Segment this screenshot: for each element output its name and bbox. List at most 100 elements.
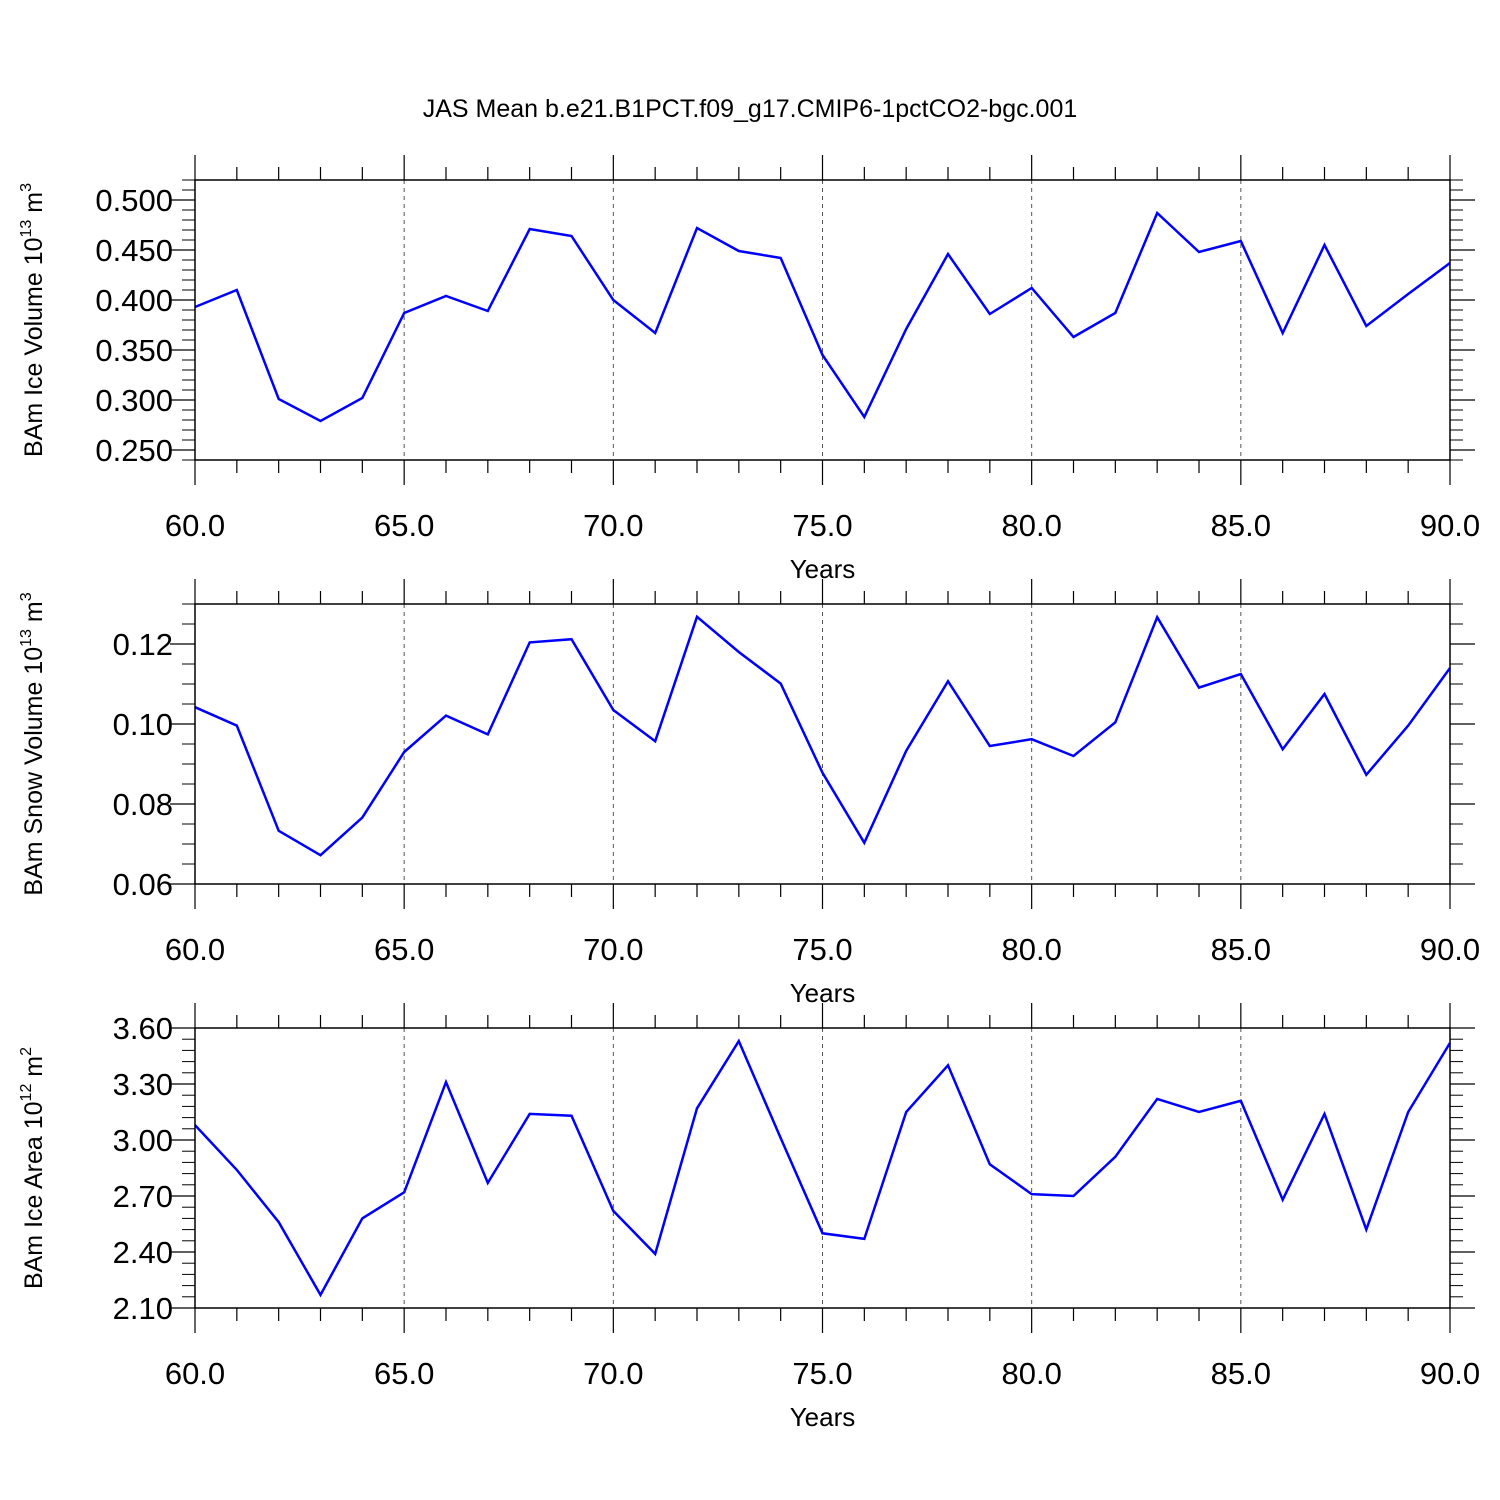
data-point [1030,738,1033,741]
data-point [696,227,699,230]
x-tick-label: 75.0 [792,508,852,543]
y-axis-label-text: BAm Snow Volume 10 [20,647,48,896]
y-axis-label-superscript: 3 [18,183,35,192]
data-point [947,253,950,256]
y-tick-label: 0.250 [95,433,173,468]
data-point [1072,1195,1075,1198]
x-tick-label: 70.0 [583,508,643,543]
data-point [988,1163,991,1166]
data-point [1407,1111,1410,1114]
data-line [194,1038,1452,1298]
data-point [1072,336,1075,339]
x-tick-label: 80.0 [1001,1356,1061,1391]
y-axis-label: BAm Ice Volume 1013 m3 [18,183,48,457]
data-point [779,1137,782,1140]
x-tick-label: 85.0 [1211,932,1271,967]
data-point [570,638,573,641]
y-axis-label-superscript: 12 [18,1084,35,1102]
x-tick-label: 90.0 [1420,1356,1480,1391]
data-point [1156,1097,1159,1100]
data-point [654,740,657,743]
data-point [1198,251,1201,254]
data-point [1156,212,1159,215]
data-point [905,749,908,752]
data-point [654,1252,657,1255]
y-tick-label: 0.08 [113,787,173,822]
data-point [319,420,322,423]
y-axis-label-text: m [20,601,48,629]
data-point [821,771,824,774]
data-point [1281,1198,1284,1201]
data-point [612,299,615,302]
data-point [528,641,531,644]
y-axis-label: BAm Snow Volume 1013 m3 [18,592,48,895]
data-point [235,724,238,727]
data-point [947,680,950,683]
plot-frame [194,179,1451,461]
data-point [612,1209,615,1212]
y-axis-label-superscript: 13 [18,220,35,238]
data-point [361,816,364,819]
y-axis-label-superscript: 3 [18,592,35,601]
x-tick-label: 70.0 [583,1356,643,1391]
data-point [737,1040,740,1043]
x-tick-label: 60.0 [165,1356,225,1391]
data-point [570,235,573,238]
y-axis-label: BAm Ice Area 1012 m2 [18,1047,48,1289]
data-point [779,682,782,685]
data-point [1281,748,1284,751]
x-tick-label: 65.0 [374,1356,434,1391]
data-point [1323,244,1326,247]
data-point [445,1081,448,1084]
data-point [445,714,448,717]
y-tick-label: 3.00 [113,1123,173,1158]
data-point [1198,686,1201,689]
y-tick-label: 2.70 [113,1179,173,1214]
y-tick-label: 3.60 [113,1011,173,1046]
data-point [235,1168,238,1171]
data-point [1198,1111,1201,1114]
data-point [863,841,866,844]
data-point [821,354,824,357]
data-point [361,397,364,400]
data-point [905,1111,908,1114]
y-tick-label: 0.500 [95,183,173,218]
data-point [988,313,991,316]
data-point [654,332,657,335]
y-tick-label: 0.12 [113,627,173,662]
data-point [612,709,615,712]
x-tick-label: 80.0 [1001,932,1061,967]
data-point [528,1112,531,1115]
data-point [277,398,280,401]
data-point [361,1217,364,1220]
data-point [235,289,238,292]
data-point [319,854,322,857]
y-tick-label: 2.40 [113,1235,173,1270]
data-point [1365,773,1368,776]
data-point [1156,616,1159,619]
x-tick-label: 85.0 [1211,508,1271,543]
plot-frame [194,1027,1451,1309]
data-point [737,250,740,253]
data-point [1281,332,1284,335]
x-tick-label: 65.0 [374,932,434,967]
data-point [863,416,866,419]
data-point [445,295,448,298]
data-point [1114,721,1117,724]
data-point [1072,755,1075,758]
x-tick-label: 85.0 [1211,1356,1271,1391]
chart-panel-1: 0.250 0.300 0.350 0.400 0.450 0.500 60.0 65.0 70… [18,155,1480,584]
data-point [403,751,406,754]
x-tick-label: 60.0 [165,932,225,967]
y-tick-label: 2.10 [113,1291,173,1326]
data-point [863,1237,866,1240]
y-tick-label: 0.400 [95,283,173,318]
x-tick-label: 75.0 [792,1356,852,1391]
data-point [1030,287,1033,290]
data-point [821,1232,824,1235]
data-point [403,312,406,315]
data-point [319,1293,322,1296]
data-point [528,228,531,231]
data-point [779,257,782,260]
